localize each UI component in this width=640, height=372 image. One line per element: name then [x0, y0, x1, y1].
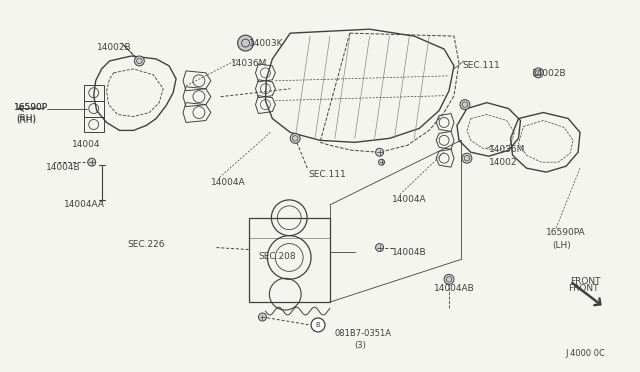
Text: 14002B: 14002B — [532, 69, 567, 78]
Text: SEC.226: SEC.226 — [127, 240, 165, 248]
Text: 14036M: 14036M — [230, 59, 267, 68]
Text: 14036M: 14036M — [489, 145, 525, 154]
Circle shape — [290, 134, 300, 143]
Bar — [84, 116, 104, 132]
Text: 14002: 14002 — [489, 158, 517, 167]
Circle shape — [376, 148, 383, 156]
Bar — [84, 85, 104, 101]
Bar — [248, 218, 330, 302]
Circle shape — [134, 56, 145, 66]
Text: 14004A: 14004A — [211, 178, 246, 187]
Text: J 4000 0C: J 4000 0C — [565, 349, 605, 358]
Text: FRONT: FRONT — [568, 284, 598, 293]
Circle shape — [376, 244, 383, 251]
Circle shape — [88, 158, 96, 166]
Text: (3): (3) — [355, 341, 367, 350]
Text: SEC.111: SEC.111 — [462, 61, 500, 70]
Text: 14004A: 14004A — [392, 195, 426, 204]
Circle shape — [311, 318, 325, 332]
Text: SEC.208: SEC.208 — [259, 253, 296, 262]
Text: 14002B: 14002B — [97, 43, 131, 52]
Text: 14004: 14004 — [72, 140, 100, 149]
Text: (RH): (RH) — [16, 116, 36, 125]
Text: 14003K: 14003K — [248, 39, 283, 48]
Text: 14004B: 14004B — [392, 247, 426, 257]
Circle shape — [460, 100, 470, 110]
Text: 16590PA: 16590PA — [547, 228, 586, 237]
Text: B: B — [316, 322, 321, 328]
Text: 14004AB: 14004AB — [434, 284, 475, 293]
Circle shape — [462, 153, 472, 163]
Text: 16590P: 16590P — [14, 103, 49, 112]
Bar — [84, 101, 104, 116]
Circle shape — [237, 35, 253, 51]
Text: (RH): (RH) — [16, 113, 36, 122]
Text: 081B7-0351A: 081B7-0351A — [335, 329, 392, 338]
Circle shape — [444, 274, 454, 284]
Circle shape — [533, 68, 543, 78]
Text: (LH): (LH) — [552, 241, 571, 250]
Text: FRONT: FRONT — [570, 277, 600, 286]
Circle shape — [259, 313, 266, 321]
Text: 14004AA: 14004AA — [64, 200, 105, 209]
Text: 14004B: 14004B — [46, 163, 81, 172]
Text: 16590P: 16590P — [14, 103, 49, 112]
Circle shape — [378, 159, 385, 165]
Text: SEC.111: SEC.111 — [308, 170, 346, 179]
